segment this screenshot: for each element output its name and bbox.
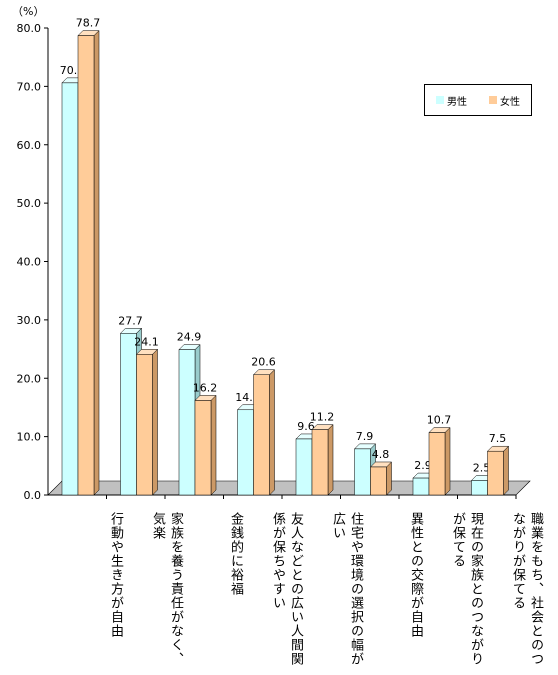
bar-female: [194, 400, 212, 496]
data-label-male: 24.9: [177, 331, 202, 344]
data-label-female: 20.6: [251, 356, 276, 369]
category-label-2: 金銭的に裕福: [228, 512, 243, 596]
category-label-7: 職業をもち、社会とのつながりが保てる: [510, 512, 543, 666]
bar-side-female: [503, 445, 509, 496]
data-label-female: 10.7: [427, 414, 452, 427]
y-tick-label: 50.0: [17, 197, 42, 210]
bar-female: [487, 450, 504, 496]
data-label-female: 16.2: [193, 381, 218, 394]
y-tick-label: 40.0: [17, 256, 42, 269]
bar-male: [412, 477, 430, 496]
bar-female: [253, 374, 270, 496]
bar-male: [120, 333, 137, 496]
y-tick-label: 30.0: [17, 314, 42, 327]
data-label-male: 9.6: [297, 420, 315, 433]
data-label-female: 4.8: [372, 448, 390, 461]
y-tick-label: 10.0: [17, 431, 42, 444]
bar-female: [370, 466, 387, 496]
category-label-3: 友人などとの広い人間関係が保ちやすい: [270, 512, 303, 666]
category-label-4: 住宅や環境の選択の幅が広い: [330, 512, 363, 666]
bar-side-female: [327, 424, 334, 496]
bar-male: [354, 448, 371, 496]
y-tick-label: 80.0: [17, 22, 42, 35]
legend-item-male: 男性: [436, 93, 467, 108]
data-label-male: 2.9: [414, 459, 432, 472]
bar-male: [295, 438, 313, 496]
y-tick-label: 0.0: [24, 489, 42, 502]
bar-side-female: [269, 369, 275, 496]
y-axis-unit-label: （%）: [12, 5, 45, 18]
category-label-6: 現在の家族とのつながりが保てる: [450, 512, 483, 666]
bar-male: [61, 82, 79, 496]
bar-side-female: [386, 461, 392, 496]
bar-side-female: [444, 426, 451, 496]
data-label-female: 7.5: [489, 432, 507, 445]
legend-label-female: 女性: [500, 96, 520, 108]
legend-swatch-male: [436, 96, 444, 104]
bar-male: [237, 409, 254, 496]
data-label-male: 2.5: [473, 461, 491, 474]
bar-female: [77, 35, 95, 496]
y-tick-label: 60.0: [17, 139, 42, 152]
bar-male: [471, 480, 488, 496]
y-tick-label: 20.0: [17, 372, 42, 385]
bar-side-female: [152, 348, 158, 496]
legend-item-female: 女性: [489, 93, 520, 108]
data-label-female: 24.1: [134, 335, 159, 348]
category-label-1: 家族を養う責任がなく、気楽: [150, 512, 183, 666]
bar-female: [428, 432, 446, 496]
data-label-male: 27.7: [118, 314, 143, 327]
data-label-male: 7.9: [356, 430, 374, 443]
legend: 男性 女性: [424, 84, 532, 116]
data-label-female: 78.7: [76, 17, 101, 30]
y-tick-label: 70.0: [17, 80, 42, 93]
bar-side-female: [93, 29, 100, 496]
legend-label-male: 男性: [447, 96, 467, 108]
category-label-0: 行動や生き方が自由: [108, 512, 123, 638]
bar-side-female: [210, 394, 217, 496]
bar-female: [136, 354, 153, 496]
category-label-5: 異性との交際が自由: [408, 512, 423, 638]
bar-male: [178, 349, 196, 496]
bar-female: [311, 429, 329, 496]
data-label-female: 11.2: [310, 411, 335, 424]
legend-swatch-female: [489, 96, 497, 104]
